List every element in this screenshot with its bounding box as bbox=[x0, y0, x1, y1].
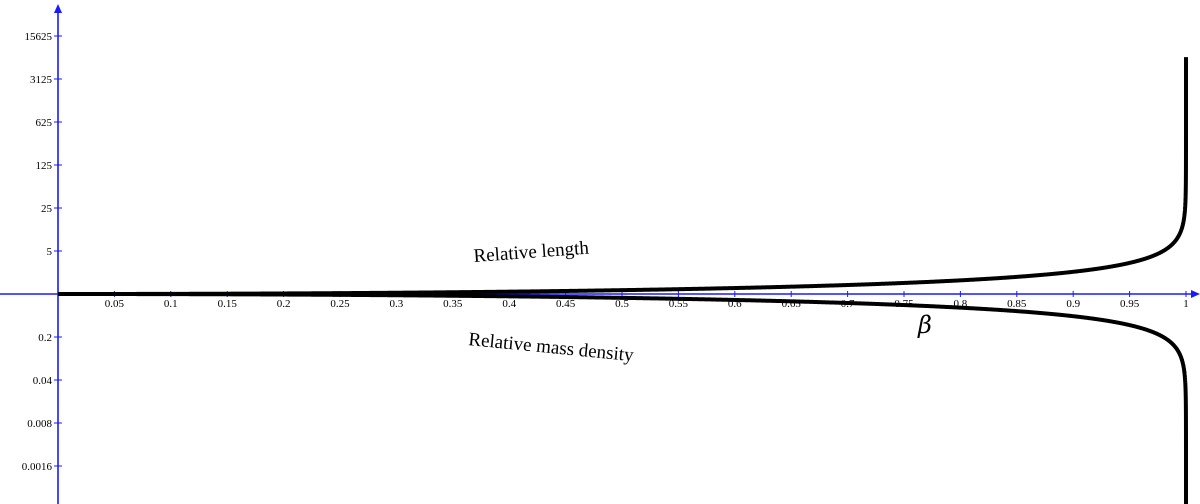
y-tick-label: 15625 bbox=[25, 31, 53, 43]
series-line-relative-mass-density bbox=[58, 292, 1188, 504]
x-tick-label: 0.05 bbox=[105, 298, 125, 310]
y-tick-label: 0.008 bbox=[27, 418, 52, 430]
x-tick-label: 0.9 bbox=[1066, 298, 1080, 310]
curves bbox=[58, 55, 1188, 504]
x-tick-label: 0.5 bbox=[615, 298, 629, 310]
y-tick-label: 0.04 bbox=[33, 375, 53, 387]
y-tick-label: 0.2 bbox=[38, 332, 52, 344]
x-tick-label: 0.95 bbox=[1120, 298, 1140, 310]
axes bbox=[0, 4, 1200, 504]
x-tick-label: 0.1 bbox=[164, 298, 178, 310]
x-tick-label: 0.4 bbox=[502, 298, 516, 310]
y-tick-label: 125 bbox=[36, 160, 53, 172]
series-label-relative-length: Relative length bbox=[473, 238, 590, 267]
y-tick-label: 25 bbox=[41, 203, 53, 215]
x-tick-label: 0.35 bbox=[443, 298, 463, 310]
x-tick-label: 0.2 bbox=[277, 298, 291, 310]
x-tick-label: 0.55 bbox=[669, 298, 689, 310]
x-tick-label: 0.25 bbox=[330, 298, 350, 310]
y-tick-label: 625 bbox=[36, 117, 53, 129]
series-line-relative-length bbox=[58, 55, 1188, 296]
x-axis-label: β bbox=[917, 311, 932, 339]
series-label-relative-mass-density: Relative mass density bbox=[468, 329, 635, 366]
x-tick-label: 0.85 bbox=[1007, 298, 1027, 310]
x-tick-label: 0.45 bbox=[556, 298, 576, 310]
tick-marks: 0.05 0.1 0.15 0.2 0.25 0.3 0.35 0.4 0.45 0.5 0.55 0… bbox=[22, 31, 1189, 473]
y-tick-label: 0.0016 bbox=[22, 461, 53, 473]
x-tick-label: 1 bbox=[1183, 298, 1189, 310]
x-axis-arrow bbox=[1191, 290, 1200, 298]
x-tick-label: 0.3 bbox=[390, 298, 404, 310]
y-axis-arrow bbox=[54, 4, 62, 13]
y-tick-label: 3125 bbox=[30, 74, 53, 86]
x-tick-label: 0.15 bbox=[218, 298, 238, 310]
y-tick-label: 5 bbox=[47, 246, 53, 258]
